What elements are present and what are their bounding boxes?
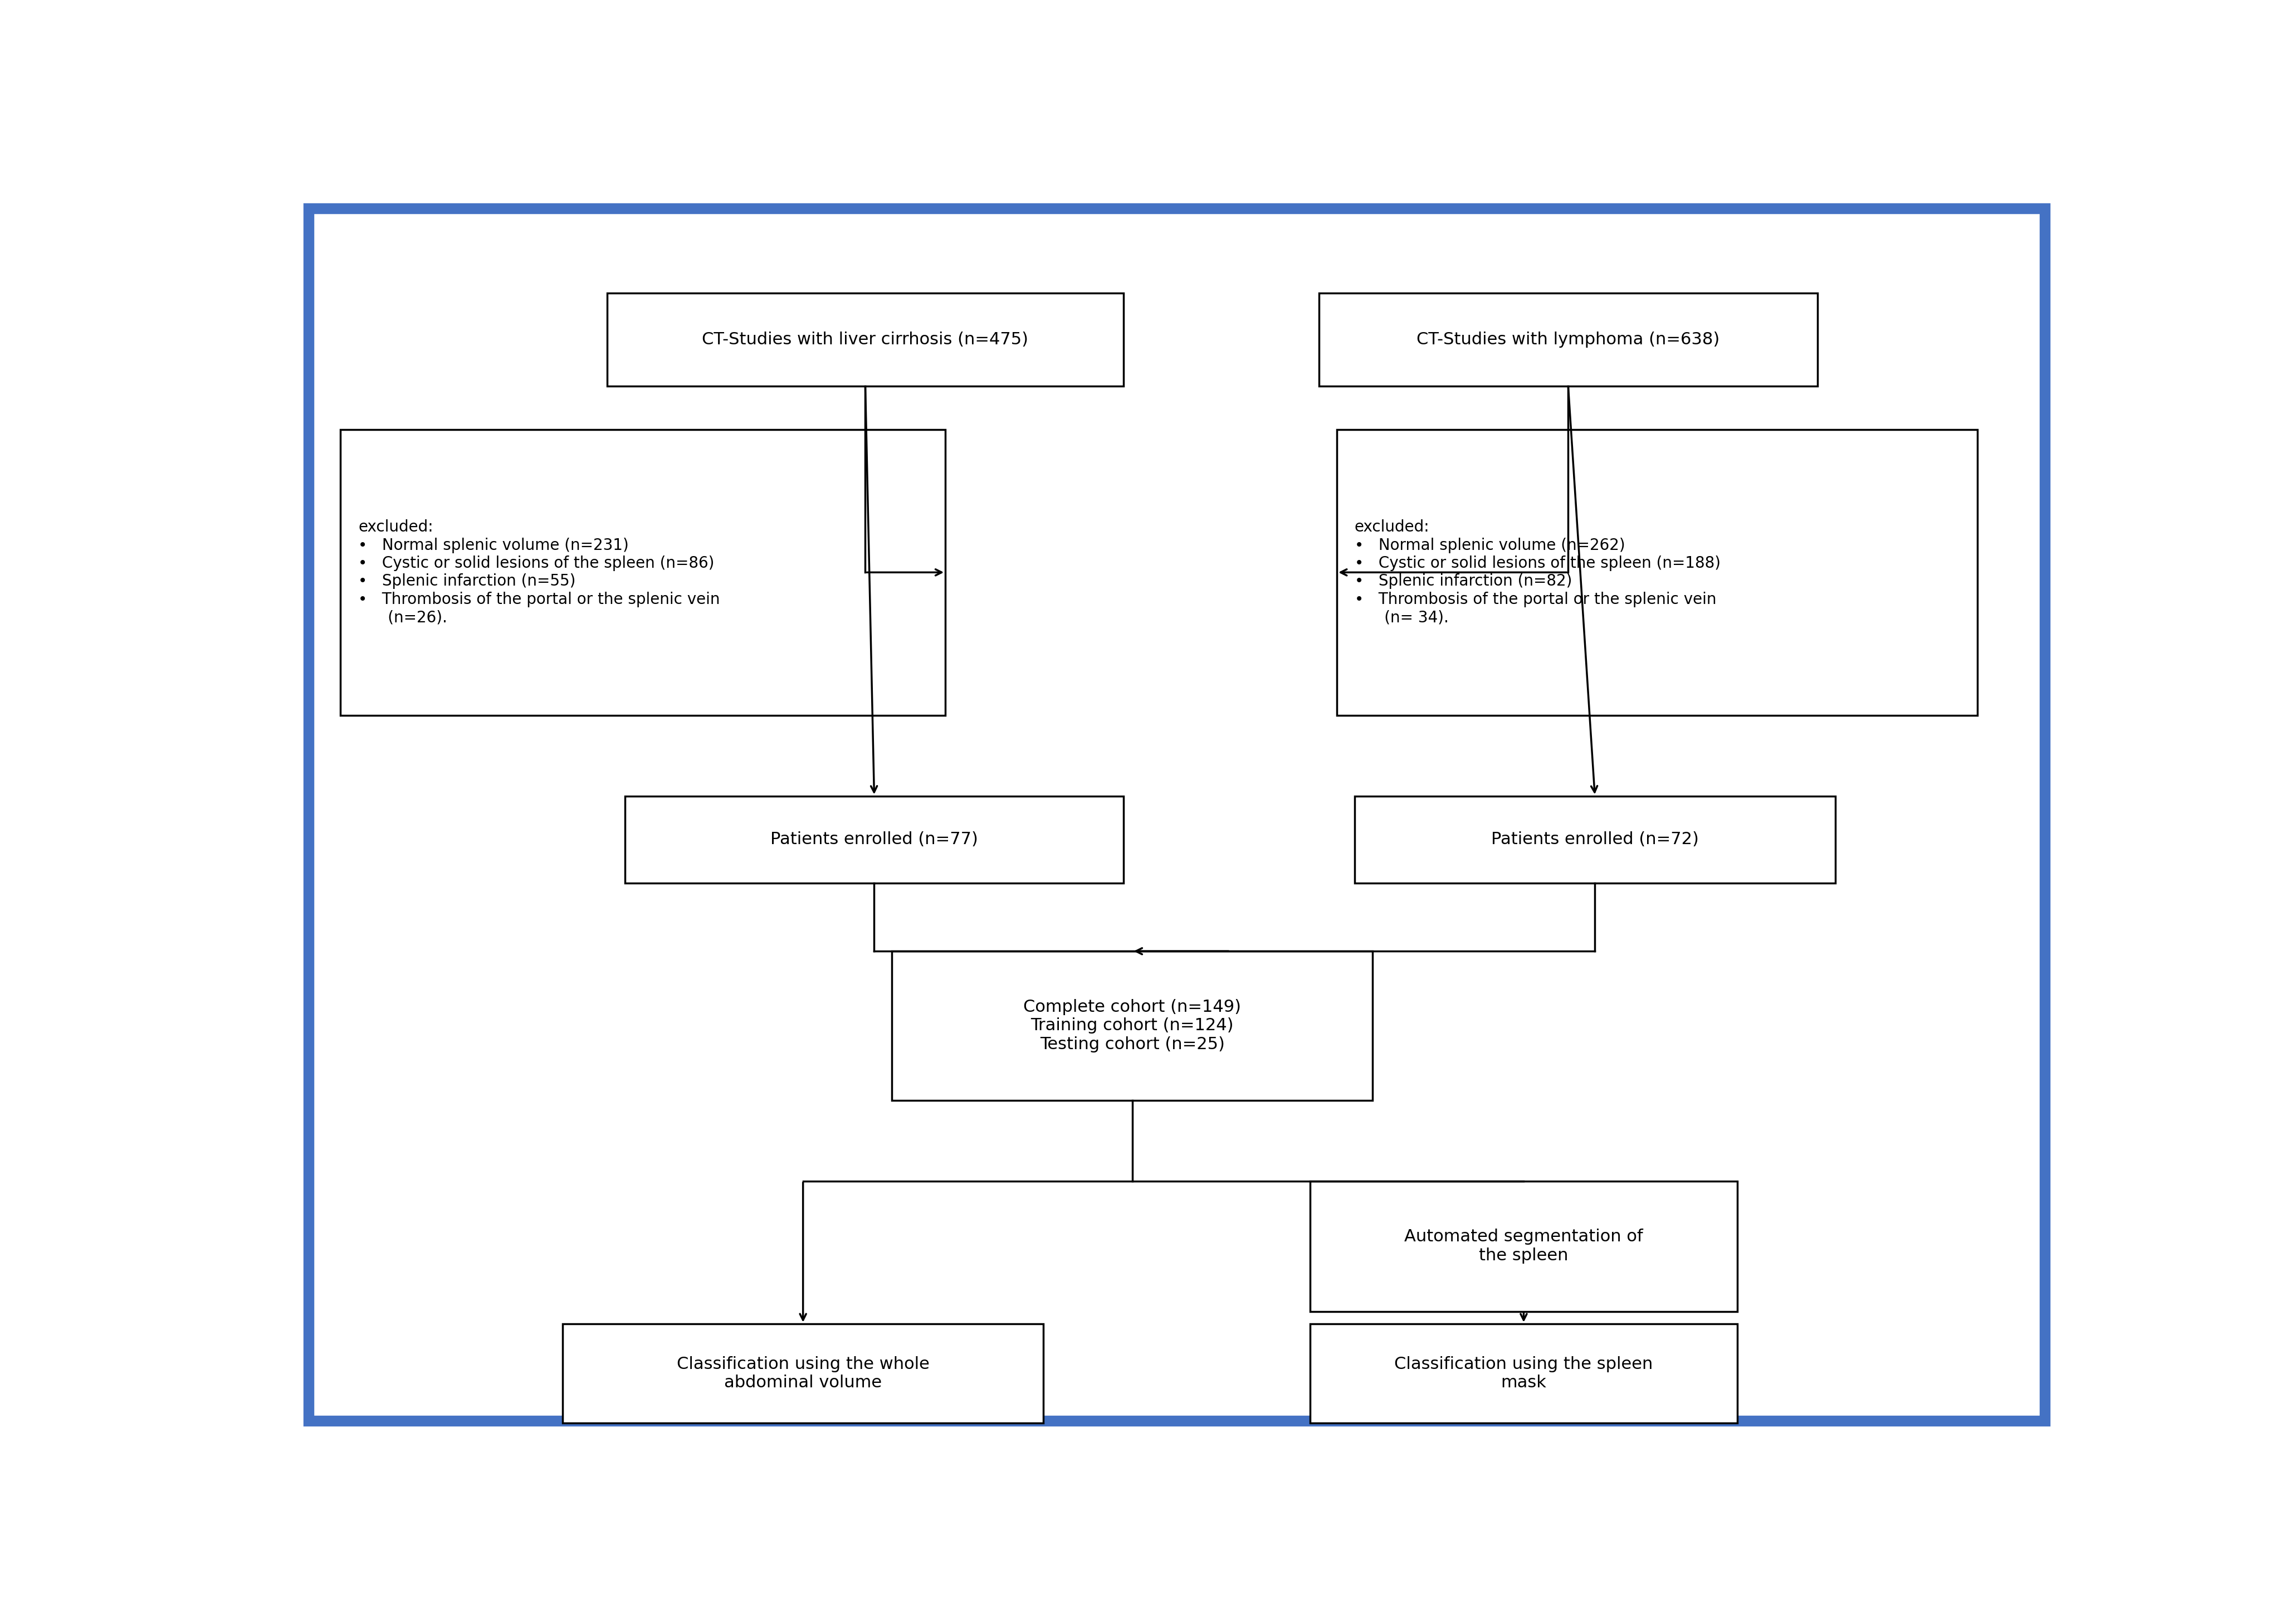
FancyBboxPatch shape [1318, 294, 1818, 386]
FancyBboxPatch shape [625, 795, 1123, 882]
Text: excluded:
•   Normal splenic volume (n=231)
•   Cystic or solid lesions of the s: excluded: • Normal splenic volume (n=231… [358, 519, 721, 626]
FancyBboxPatch shape [606, 294, 1123, 386]
Text: Classification using the whole
abdominal volume: Classification using the whole abdominal… [677, 1357, 930, 1390]
Text: CT-Studies with liver cirrhosis (n=475): CT-Studies with liver cirrhosis (n=475) [703, 331, 1029, 347]
FancyBboxPatch shape [340, 429, 946, 715]
FancyBboxPatch shape [1311, 1181, 1738, 1311]
FancyBboxPatch shape [563, 1324, 1042, 1423]
Text: Complete cohort (n=149)
Training cohort (n=124)
Testing cohort (n=25): Complete cohort (n=149) Training cohort … [1024, 998, 1242, 1053]
Text: Patients enrolled (n=72): Patients enrolled (n=72) [1490, 831, 1699, 847]
FancyBboxPatch shape [891, 952, 1373, 1100]
Text: CT-Studies with lymphoma (n=638): CT-Studies with lymphoma (n=638) [1417, 331, 1720, 347]
FancyBboxPatch shape [308, 208, 2046, 1421]
Text: Classification using the spleen
mask: Classification using the spleen mask [1394, 1357, 1653, 1390]
Text: Patients enrolled (n=77): Patients enrolled (n=77) [771, 831, 978, 847]
Text: excluded:
•   Normal splenic volume (n=262)
•   Cystic or solid lesions of the s: excluded: • Normal splenic volume (n=262… [1355, 519, 1720, 626]
FancyBboxPatch shape [1355, 795, 1835, 882]
FancyBboxPatch shape [1336, 429, 1977, 715]
Text: Automated segmentation of
the spleen: Automated segmentation of the spleen [1405, 1229, 1644, 1263]
FancyBboxPatch shape [1311, 1324, 1738, 1423]
